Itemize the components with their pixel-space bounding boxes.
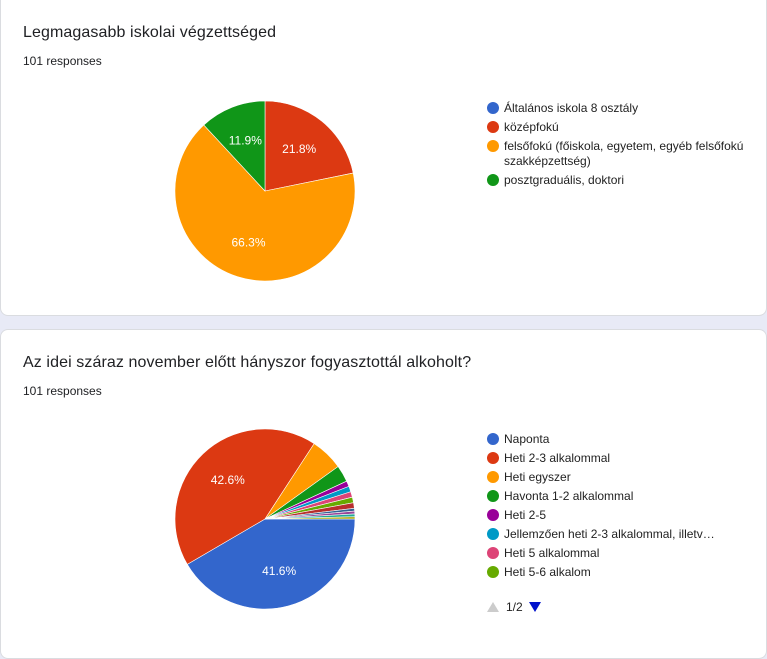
legend-swatch (487, 547, 499, 559)
legend-label: posztgraduális, doktori (504, 173, 625, 187)
legend-swatch (487, 121, 499, 133)
legend-label: Naponta (504, 432, 550, 446)
legend-label: Heti 5-6 alkalom (504, 565, 591, 579)
response-count: 101 responses (23, 54, 102, 68)
legend-swatch (487, 490, 499, 502)
pie-slice[interactable] (264, 100, 354, 192)
legend-swatch (487, 566, 499, 578)
pie-slice[interactable] (174, 428, 315, 565)
legend-item[interactable]: Heti 5-6 alkalom (487, 565, 757, 580)
pie-slice[interactable] (186, 518, 356, 610)
slice-percent-label: 21.8% (282, 142, 316, 156)
legend-label: Heti egyszer (504, 470, 571, 484)
legend-item[interactable]: Heti egyszer (487, 470, 757, 485)
question-card-alcohol: Az idei száraz november előtt hányszor f… (0, 329, 767, 659)
legend-swatch (487, 471, 499, 483)
pie-slice[interactable] (203, 100, 266, 192)
legend-label: középfokú (504, 120, 559, 134)
legend-alcohol: Naponta Heti 2-3 alkalommal Heti egyszer Ha… (487, 432, 757, 584)
slice-percent-label: 11.9% (229, 134, 262, 148)
pie-chart-education: 21.8% 66.3% 11.9% (174, 100, 356, 282)
legend-swatch (487, 452, 499, 464)
legend-swatch (487, 174, 499, 186)
question-title: Az idei száraz november előtt hányszor f… (23, 354, 472, 371)
legend-label: Heti 5 alkalommal (504, 546, 600, 560)
legend-item[interactable]: Havonta 1-2 alkalommal (487, 489, 757, 504)
legend-item[interactable]: Általános iskola 8 osztály (487, 101, 757, 116)
legend-label: Heti 2-3 alkalommal (504, 451, 611, 465)
legend-label: felsőfokú (főiskola, egyetem, egyéb fels… (504, 139, 744, 168)
response-count: 101 responses (23, 384, 102, 398)
pie-slice[interactable] (264, 516, 356, 520)
legend-item[interactable]: Naponta (487, 432, 757, 447)
legend-item[interactable]: Heti 2-5 (487, 508, 757, 523)
question-card-education: Legmagasabb iskolai végzettséged 101 res… (0, 0, 767, 316)
legend-swatch (487, 509, 499, 521)
pager-label: 1/2 (506, 600, 523, 614)
legend-swatch (487, 528, 499, 540)
legend-label: Általános iskola 8 osztály (504, 101, 639, 115)
legend-swatch (487, 433, 499, 445)
pie-chart-alcohol: 41.6% 42.6% (174, 428, 356, 610)
pager-previous-icon[interactable] (487, 602, 499, 612)
legend-item[interactable]: felsőfokú (főiskola, egyetem, egyéb fels… (487, 139, 757, 169)
legend-education: Általános iskola 8 osztály középfokú felső… (487, 101, 757, 192)
legend-swatch (487, 102, 499, 114)
question-title: Legmagasabb iskolai végzettséged (23, 24, 277, 41)
slice-percent-label: 66.3% (231, 235, 265, 249)
legend-label: Heti 2-5 (504, 508, 547, 522)
pie-slice[interactable] (174, 124, 356, 282)
legend-swatch (487, 140, 499, 152)
legend-item[interactable]: Heti 5 alkalommal (487, 546, 757, 561)
pager-next-icon[interactable] (528, 602, 541, 612)
legend-item[interactable]: Jellemzően heti 2-3 alkalommal, illetv… (487, 527, 757, 542)
legend-item[interactable]: Heti 2-3 alkalommal (487, 451, 757, 466)
legend-item[interactable]: posztgraduális, doktori (487, 173, 757, 188)
legend-pager: 1/2 (487, 600, 541, 614)
legend-label: Havonta 1-2 alkalommal (504, 489, 634, 503)
slice-percent-label: 42.6% (211, 473, 245, 487)
legend-item[interactable]: középfokú (487, 120, 757, 135)
legend-label: Jellemzően heti 2-3 alkalommal, illetv… (504, 527, 715, 541)
slice-percent-label: 41.6% (262, 564, 296, 578)
